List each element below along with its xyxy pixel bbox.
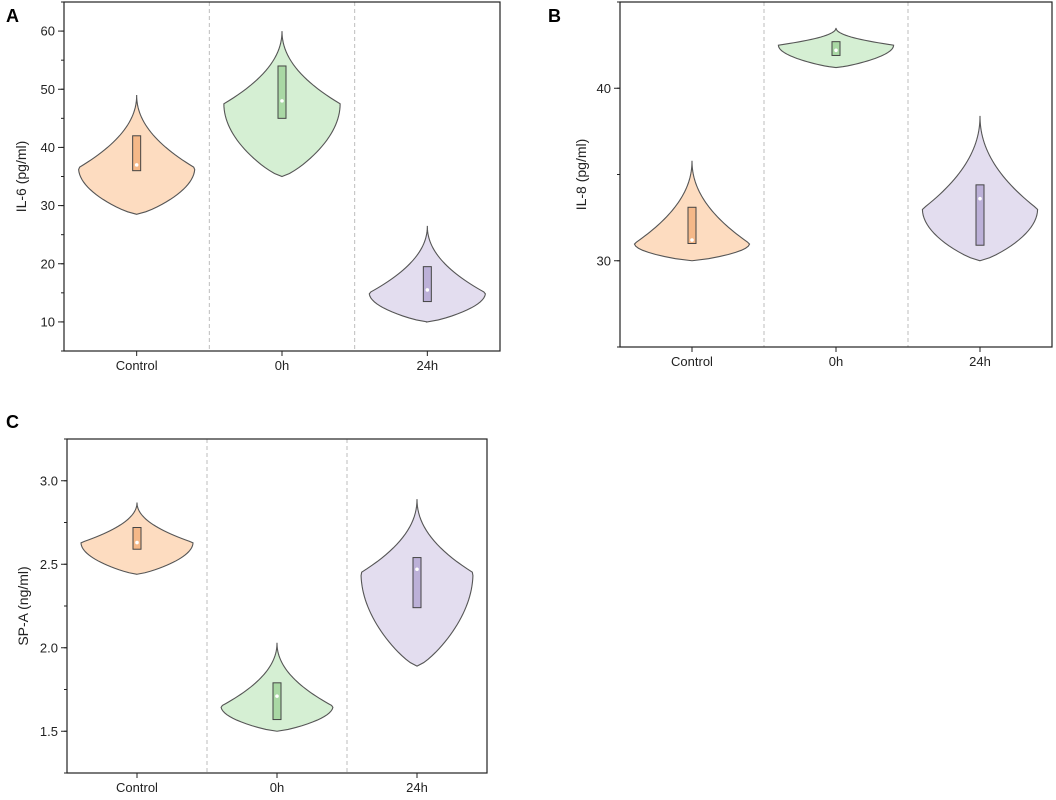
y-tick-label: 50 <box>41 82 55 97</box>
x-tick-label: 24h <box>416 358 438 373</box>
median-point-0h <box>275 694 279 698</box>
panel-letter: B <box>548 6 561 26</box>
y-tick-label: 40 <box>597 81 611 96</box>
y-tick-label: 2.0 <box>40 640 58 655</box>
iqr-box-control <box>132 527 142 550</box>
y-axis-title: IL-8 (pg/ml) <box>573 139 589 211</box>
iqr-box-0h <box>272 682 282 721</box>
panel-c: C 1.5 2.0 2.5 3.0 Control 0h 24h SP-A (ng/ml) <box>6 412 488 795</box>
y-tick-label: 60 <box>41 24 55 39</box>
x-tick-label: 0h <box>270 780 284 795</box>
y-tick-label: 1.5 <box>40 724 58 739</box>
y-tick-label: 2.5 <box>40 557 58 572</box>
iqr-box-control <box>687 206 697 244</box>
y-tick-label: 30 <box>597 253 611 268</box>
median-point-24h <box>425 288 430 292</box>
x-tick-label: 0h <box>829 354 843 369</box>
panel-letter: A <box>6 6 19 26</box>
iqr-box-control <box>132 135 142 172</box>
iqr-box-24h <box>975 184 985 246</box>
iqr-box-24h <box>412 557 422 609</box>
median-point-control <box>135 540 139 545</box>
x-tick-label: 24h <box>969 354 991 369</box>
panel-a: A 10 20 30 40 50 60 Control 0h 24h IL-6 (pg/ml) <box>6 1 501 373</box>
y-tick-label: 30 <box>41 198 55 213</box>
y-tick-label: 3.0 <box>40 473 58 488</box>
x-tick-label: Control <box>116 780 158 795</box>
iqr-box-0h <box>277 65 287 119</box>
x-tick-label: Control <box>116 358 158 373</box>
median-point-24h <box>978 196 982 201</box>
y-axis-title: SP-A (ng/ml) <box>15 566 31 645</box>
median-point-24h <box>415 567 419 572</box>
median-point-0h <box>280 99 284 103</box>
panel-b: B 30 40 Control 0h 24h IL-8 (pg/ml) <box>548 1 1053 369</box>
panel-letter: C <box>6 412 19 432</box>
median-point-0h <box>834 48 838 53</box>
y-axis-title: IL-6 (pg/ml) <box>13 141 29 213</box>
y-tick-label: 20 <box>41 256 55 271</box>
x-tick-label: 0h <box>275 358 289 373</box>
median-point-control <box>134 163 139 167</box>
y-tick-label: 10 <box>41 314 55 329</box>
median-point-control <box>690 238 694 242</box>
iqr-box-24h <box>422 266 432 303</box>
x-tick-label: Control <box>671 354 713 369</box>
y-tick-label: 40 <box>41 140 55 155</box>
x-tick-label: 24h <box>406 780 428 795</box>
